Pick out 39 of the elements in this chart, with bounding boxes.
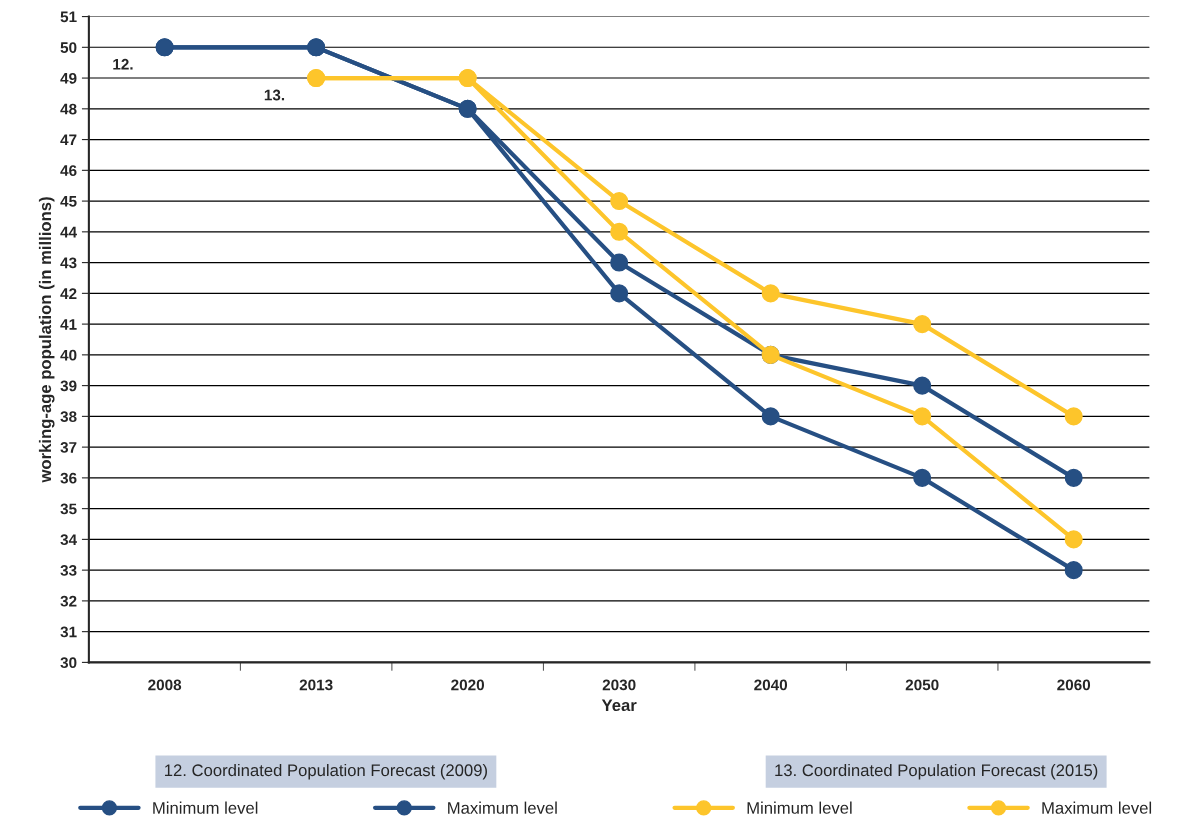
x-tick-label: 2020 — [451, 679, 485, 691]
text: 13. Coordinated Population Forecast (2015) — [775, 763, 1098, 780]
x-tick-label: 2060 — [1057, 679, 1091, 691]
y-tick-label: 37 — [60, 441, 77, 453]
legend-label: Minimum level — [153, 801, 258, 814]
x-tick-label: 2050 — [905, 679, 939, 691]
y-tick-label: 33 — [60, 565, 77, 576]
annotation: 13. — [264, 89, 285, 101]
x-tick-label: 2030 — [602, 679, 636, 691]
y-tick-label: 50 — [60, 42, 77, 53]
y-tick-label: 40 — [60, 349, 77, 361]
y-tick-label: 31 — [60, 626, 77, 638]
y-tick-label: 49 — [60, 72, 77, 84]
y-tick-label: 47 — [60, 134, 77, 146]
y-tick-label: 51 — [60, 11, 77, 23]
x-tick-label: 2040 — [754, 679, 788, 691]
y-tick-label: 39 — [60, 380, 77, 392]
y-tick-label: 36 — [60, 472, 77, 484]
annotation: 12. — [113, 58, 133, 70]
y-tick-label: 38 — [60, 411, 77, 423]
y-tick-label: 30 — [60, 657, 77, 669]
legend-label: Maximum level — [1042, 801, 1152, 814]
x-tick-label: 2013 — [299, 679, 333, 691]
y-tick-label: 35 — [60, 503, 77, 515]
y-tick-label: 41 — [60, 319, 77, 330]
y-axis-title: working-age population (in millions) — [38, 197, 55, 483]
text: 12. Coordinated Population Forecast (2009) — [165, 763, 487, 780]
x-tick-label: 2008 — [148, 679, 182, 691]
y-tick-label: 44 — [60, 226, 77, 238]
y-tick-label: 46 — [60, 165, 77, 177]
y-tick-label: 34 — [60, 534, 77, 546]
x-axis-title: Year — [601, 699, 637, 712]
y-tick-label: 32 — [60, 595, 77, 607]
y-tick-label: 43 — [60, 257, 77, 269]
y-tick-label: 45 — [60, 196, 77, 207]
legend-label: Maximum level — [448, 801, 557, 814]
y-tick-label: 48 — [60, 103, 77, 115]
legend-label: Minimum level — [747, 801, 852, 814]
y-tick-label: 42 — [60, 288, 77, 299]
